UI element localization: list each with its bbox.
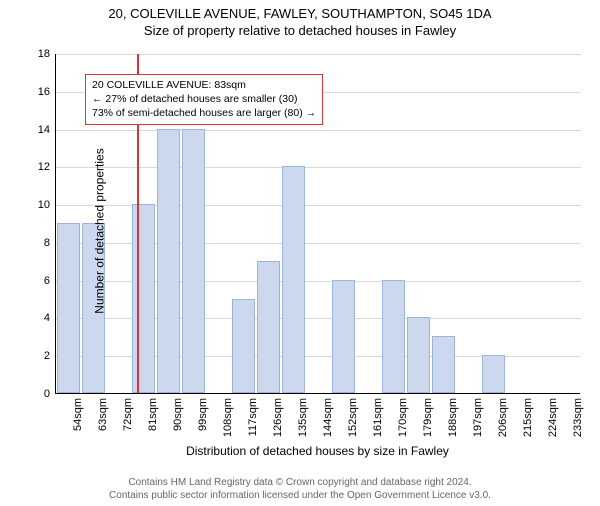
histogram-bar [182, 129, 205, 393]
histogram-bar [232, 299, 255, 393]
x-tick-label: 135sqm [297, 398, 309, 437]
histogram-bar [432, 336, 455, 393]
x-tick-label: 81sqm [147, 398, 159, 431]
x-tick-label: 179sqm [422, 398, 434, 437]
x-tick-label: 170sqm [397, 398, 409, 437]
x-tick-label: 54sqm [72, 398, 84, 431]
x-tick-label: 144sqm [322, 398, 334, 437]
chart-title-sub: Size of property relative to detached ho… [0, 23, 600, 38]
info-line-size: 20 COLEVILLE AVENUE: 83sqm [92, 78, 316, 92]
x-tick-label: 63sqm [97, 398, 109, 431]
gridline [56, 130, 581, 131]
y-tick-label: 2 [30, 350, 50, 362]
y-tick-label: 16 [30, 86, 50, 98]
x-tick-label: 72sqm [122, 398, 134, 431]
x-tick-label: 206sqm [497, 398, 509, 437]
gridline [56, 54, 581, 55]
x-tick-label: 215sqm [522, 398, 534, 437]
histogram-bar [132, 204, 155, 393]
histogram-bar [157, 129, 180, 393]
histogram-bar [257, 261, 280, 393]
chart-area: Number of detached properties Distributi… [55, 54, 580, 394]
y-tick-label: 10 [30, 199, 50, 211]
x-tick-label: 152sqm [347, 398, 359, 437]
x-tick-label: 90sqm [172, 398, 184, 431]
x-tick-label: 99sqm [197, 398, 209, 431]
histogram-bar [382, 280, 405, 393]
x-tick-label: 233sqm [572, 398, 584, 437]
y-tick-label: 14 [30, 124, 50, 136]
chart-title-address: 20, COLEVILLE AVENUE, FAWLEY, SOUTHAMPTO… [0, 6, 600, 21]
histogram-bar [482, 355, 505, 393]
y-tick-label: 8 [30, 237, 50, 249]
y-tick-label: 6 [30, 275, 50, 287]
attribution-text: Contains HM Land Registry data © Crown c… [0, 476, 600, 502]
histogram-bar [407, 317, 430, 393]
gridline [56, 167, 581, 168]
x-tick-label: 108sqm [222, 398, 234, 437]
info-line-larger: 73% of semi-detached houses are larger (… [92, 106, 316, 120]
x-tick-label: 117sqm [247, 398, 259, 436]
y-tick-label: 12 [30, 161, 50, 173]
info-line-smaller: ← 27% of detached houses are smaller (30… [92, 92, 316, 106]
histogram-bar [282, 166, 305, 393]
x-tick-label: 161sqm [372, 398, 384, 437]
y-tick-label: 4 [30, 312, 50, 324]
x-tick-label: 126sqm [272, 398, 284, 437]
info-callout-box: 20 COLEVILLE AVENUE: 83sqm ← 27% of deta… [85, 74, 323, 125]
histogram-bar [57, 223, 80, 393]
y-axis-label: Number of detached properties [93, 148, 107, 313]
y-tick-label: 18 [30, 48, 50, 60]
x-tick-label: 188sqm [447, 398, 459, 437]
y-tick-label: 0 [30, 388, 50, 400]
x-tick-label: 224sqm [547, 398, 559, 437]
x-tick-label: 197sqm [472, 398, 484, 437]
x-axis-label: Distribution of detached houses by size … [55, 444, 580, 458]
histogram-bar [332, 280, 355, 393]
